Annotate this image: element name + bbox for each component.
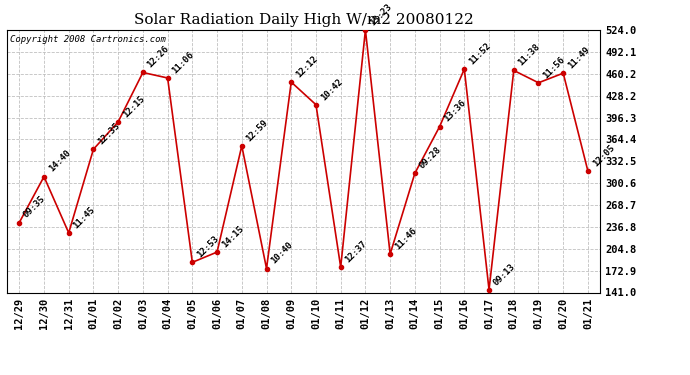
Text: 11:49: 11:49 xyxy=(566,45,591,70)
Text: Copyright 2008 Cartronics.com: Copyright 2008 Cartronics.com xyxy=(10,35,166,44)
Text: 10:42: 10:42 xyxy=(319,76,344,102)
Text: 12:05: 12:05 xyxy=(591,143,616,168)
Text: 11:56: 11:56 xyxy=(541,55,566,80)
Text: 12:59: 12:59 xyxy=(244,118,270,143)
Text: 09:35: 09:35 xyxy=(22,195,48,220)
Text: 12:15: 12:15 xyxy=(121,94,146,119)
Text: 12:26: 12:26 xyxy=(146,44,171,70)
Text: 09:28: 09:28 xyxy=(417,145,443,171)
Title: Solar Radiation Daily High W/m2 20080122: Solar Radiation Daily High W/m2 20080122 xyxy=(134,13,473,27)
Text: 12:37: 12:37 xyxy=(344,239,369,264)
Text: 12:12: 12:12 xyxy=(294,54,319,79)
Text: 14:40: 14:40 xyxy=(47,148,72,174)
Text: 11:06: 11:06 xyxy=(170,50,196,75)
Text: 10:40: 10:40 xyxy=(269,240,295,266)
Text: 11:46: 11:46 xyxy=(393,226,418,251)
Text: 11:45: 11:45 xyxy=(72,205,97,230)
Text: 11:52: 11:52 xyxy=(467,41,493,66)
Text: 14:15: 14:15 xyxy=(220,224,245,249)
Text: 11:38: 11:38 xyxy=(517,42,542,68)
Text: 12:53: 12:53 xyxy=(195,234,221,260)
Text: 13:36: 13:36 xyxy=(442,99,468,124)
Text: 12:35: 12:35 xyxy=(96,121,121,147)
Text: 13:23: 13:23 xyxy=(368,2,393,27)
Text: 09:13: 09:13 xyxy=(492,262,518,287)
